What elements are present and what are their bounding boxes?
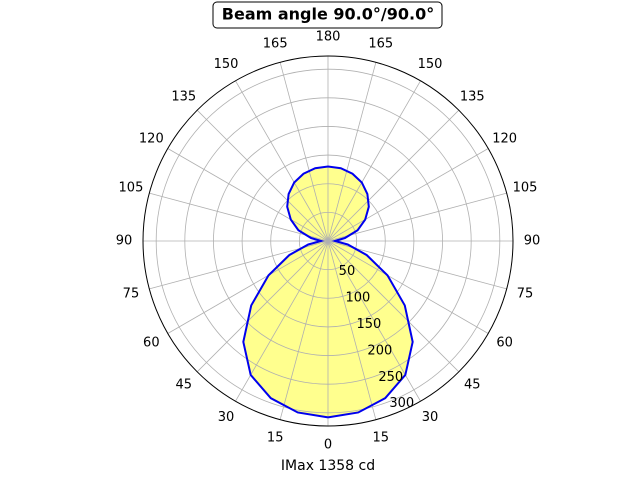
angle-label: 165 [368,36,393,51]
radial-tick-label: 300 [389,396,414,411]
angle-label: 75 [517,286,534,301]
grid-spoke [327,109,460,242]
angle-label: 150 [418,57,443,72]
angle-label: 135 [460,89,485,104]
chart-title: Beam angle 90.0°/90.0° [222,5,434,24]
radial-tick-label: 150 [356,317,381,332]
grid-spoke [327,62,377,242]
grid-spoke [279,240,329,420]
angle-label: 120 [139,132,164,147]
grid-spoke [327,80,421,242]
grid-spoke [196,109,329,242]
angle-label: 180 [316,30,341,45]
grid-spoke [167,148,329,242]
angle-label: 105 [513,181,538,196]
angle-label: 30 [422,410,439,425]
angle-label: 165 [263,36,288,51]
angle-label: 90 [116,234,133,249]
radial-tick-label: 200 [367,343,392,358]
grid-spoke [196,240,329,373]
grid-spoke [149,192,329,242]
grid-spoke [327,192,507,242]
grid-spoke [235,80,329,242]
radial-tick-label: 100 [346,290,371,305]
angle-label: 60 [496,336,513,351]
radial-tick-label: 50 [339,264,356,279]
angle-label: 45 [175,378,192,393]
angle-label: 105 [119,181,144,196]
title-box [212,1,443,29]
grid-spoke [327,240,460,373]
angle-label: 90 [524,234,541,249]
angle-label: 30 [218,410,235,425]
angle-label: 15 [373,431,390,446]
radial-tick-label: 250 [378,370,403,385]
angle-label: 45 [464,378,481,393]
grid-spoke [279,62,329,242]
outer-circle [142,55,514,427]
grid-spoke [167,240,329,334]
angle-label: 0 [324,438,332,453]
angle-label: 120 [492,132,517,147]
grid-spoke [327,240,489,334]
grid-spoke [327,240,377,420]
grid-spoke [327,148,489,242]
x-axis-label: IMax 1358 cd [281,458,375,474]
angle-label: 15 [267,431,284,446]
angle-label: 135 [171,89,196,104]
beam-line [242,165,414,419]
angle-label: 60 [143,336,160,351]
angle-label: 75 [123,286,140,301]
angle-label: 150 [214,57,239,72]
